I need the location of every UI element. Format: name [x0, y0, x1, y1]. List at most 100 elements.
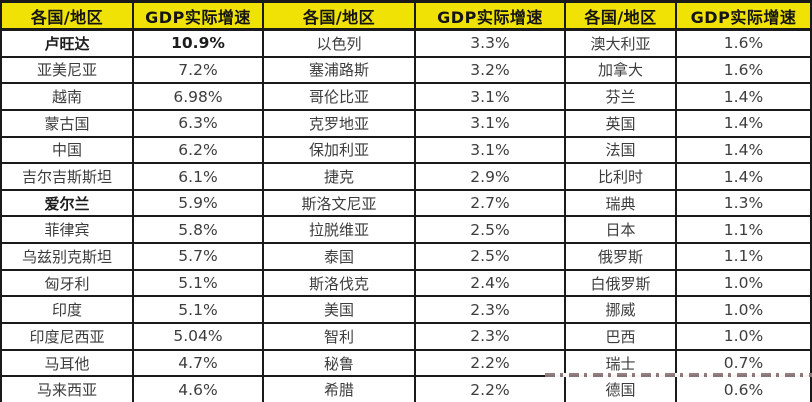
table-row: 吉尔吉斯斯坦 6.1% 捷克 2.9% 比利时 1.4% — [2, 164, 810, 191]
region-cell: 吉尔吉斯斯坦 — [2, 164, 134, 189]
region-cell: 俄罗斯 — [566, 244, 677, 269]
growth-value-cell: 2.9% — [416, 164, 566, 189]
region-cell: 芬兰 — [566, 84, 677, 109]
growth-column-header: GDP实际增速 — [416, 3, 566, 28]
growth-value-cell: 5.7% — [134, 244, 264, 269]
region-cell: 拉脱维亚 — [264, 217, 416, 243]
region-cell: 蒙古国 — [2, 110, 134, 136]
table-row: 菲律宾 5.8% 拉脱维亚 2.5% 日本 1.1% — [2, 217, 810, 245]
growth-value-cell: 0.6% — [723, 380, 764, 399]
region-cell: 英国 — [566, 110, 677, 136]
region-cell: 斯洛文尼亚 — [264, 190, 416, 216]
growth-value-cell: 4.6% — [134, 377, 264, 402]
growth-value-cell: 1.6% — [723, 34, 764, 53]
region-cell: 哥伦比亚 — [264, 84, 416, 109]
growth-value-cell: 1.4% — [723, 140, 764, 159]
growth-value-cell: 2.5% — [416, 244, 566, 269]
region-cell: 挪威 — [566, 297, 677, 323]
table-row: 印度尼西亚 5.04% 智利 2.3% 巴西 1.0% — [2, 324, 810, 351]
growth-value-cell: 3.1% — [416, 84, 566, 109]
region-cell: 保加利亚 — [264, 137, 416, 163]
region-cell: 德国 — [566, 377, 677, 402]
growth-value-cell: 10.9% — [134, 31, 264, 56]
region-cell: 越南 — [2, 84, 134, 109]
table-row: 蒙古国 6.3% 克罗地亚 3.1% 英国 1.4% — [2, 110, 810, 138]
growth-value-cell: 0.7% — [723, 354, 764, 372]
growth-value-cell: 2.3% — [416, 297, 566, 323]
table-row: 卢旺达 10.9% 以色列 3.3% 澳大利亚 1.6% — [2, 31, 810, 58]
table-row: 乌兹别克斯坦 5.7% 泰国 2.5% 俄罗斯 1.1% — [2, 244, 810, 271]
growth-value-cell: 1.4% — [723, 167, 764, 186]
region-cell: 日本 — [566, 217, 677, 243]
region-column-header: 各国/地区 — [566, 3, 677, 28]
region-cell: 卢旺达 — [2, 31, 134, 56]
region-cell: 乌兹别克斯坦 — [2, 244, 134, 269]
region-cell: 菲律宾 — [2, 217, 134, 243]
growth-value-cell: 7.2% — [134, 57, 264, 83]
growth-value-cell: 6.3% — [134, 110, 264, 136]
region-cell: 马耳他 — [2, 350, 134, 376]
region-cell: 比利时 — [566, 164, 677, 189]
growth-value-cell: 5.1% — [134, 270, 264, 296]
growth-value-cell: 6.1% — [134, 164, 264, 189]
region-cell: 塞浦路斯 — [264, 57, 416, 83]
table-row: 匈牙利 5.1% 斯洛伐克 2.4% 白俄罗斯 1.0% — [2, 270, 810, 298]
growth-value-cell: 2.2% — [416, 377, 566, 402]
growth-column-header: GDP实际增速 — [134, 3, 264, 28]
region-column-header: 各国/地区 — [264, 3, 416, 28]
region-cell: 亚美尼亚 — [2, 57, 134, 83]
region-cell: 秘鲁 — [264, 350, 416, 376]
growth-value-cell: 2.4% — [416, 270, 566, 296]
growth-value-cell: 2.2% — [416, 350, 566, 376]
region-cell: 法国 — [566, 137, 677, 163]
region-cell: 澳大利亚 — [566, 31, 677, 56]
growth-value-cell: 1.3% — [723, 194, 764, 213]
growth-value-cell: 3.3% — [416, 31, 566, 56]
region-cell: 斯洛伐克 — [264, 270, 416, 296]
growth-value-cell: 5.04% — [134, 324, 264, 349]
region-cell: 克罗地亚 — [264, 110, 416, 136]
growth-value-cell: 2.3% — [416, 324, 566, 349]
table-row: 马来西亚 4.6% 希腊 2.2% 德国 0.6% — [2, 377, 810, 402]
growth-value-cell: 3.2% — [416, 57, 566, 83]
growth-value-cell: 1.1% — [723, 247, 764, 266]
growth-value-cell: 1.6% — [723, 60, 764, 79]
region-cell: 捷克 — [264, 164, 416, 189]
growth-value-cell: 3.1% — [416, 110, 566, 136]
region-cell: 中国 — [2, 137, 134, 163]
region-cell: 泰国 — [264, 244, 416, 269]
table-row: 爱尔兰 5.9% 斯洛文尼亚 2.7% 瑞典 1.3% — [2, 190, 810, 218]
growth-value-cell: 2.7% — [416, 190, 566, 216]
table-row: 越南 6.98% 哥伦比亚 3.1% 芬兰 1.4% — [2, 84, 810, 111]
region-cell: 匈牙利 — [2, 270, 134, 296]
growth-value-cell: 1.4% — [723, 114, 764, 133]
growth-value-cell: 4.7% — [134, 350, 264, 376]
table-header-row: 各国/地区 GDP实际增速 各国/地区 GDP实际增速 各国/地区 GDP实际增速 — [2, 3, 810, 31]
region-cell: 瑞典 — [566, 190, 677, 216]
table-row: 亚美尼亚 7.2% 塞浦路斯 3.2% 加拿大 1.6% — [2, 57, 810, 85]
region-cell: 马来西亚 — [2, 377, 134, 402]
growth-column-header: GDP实际增速 — [690, 7, 797, 27]
region-cell: 以色列 — [264, 31, 416, 56]
growth-value-cell: 2.5% — [416, 217, 566, 243]
table-row: 印度 5.1% 美国 2.3% 挪威 1.0% — [2, 297, 810, 325]
region-cell: 白俄罗斯 — [566, 270, 677, 296]
growth-value-cell: 5.9% — [134, 190, 264, 216]
region-cell: 美国 — [264, 297, 416, 323]
growth-value-cell: 6.2% — [134, 137, 264, 163]
region-cell: 印度尼西亚 — [2, 324, 134, 349]
region-cell: 巴西 — [566, 324, 677, 349]
region-cell: 加拿大 — [566, 57, 677, 83]
growth-value-cell: 1.4% — [723, 87, 764, 106]
growth-value-cell: 1.1% — [723, 220, 764, 239]
region-cell: 爱尔兰 — [2, 190, 134, 216]
growth-value-cell: 1.0% — [723, 327, 764, 346]
growth-value-cell: 3.1% — [416, 137, 566, 163]
region-cell: 瑞士 — [566, 350, 677, 376]
table-row: 中国 6.2% 保加利亚 3.1% 法国 1.4% — [2, 137, 810, 165]
growth-value-cell: 1.0% — [723, 300, 764, 319]
region-column-header: 各国/地区 — [2, 3, 134, 28]
region-cell: 印度 — [2, 297, 134, 323]
